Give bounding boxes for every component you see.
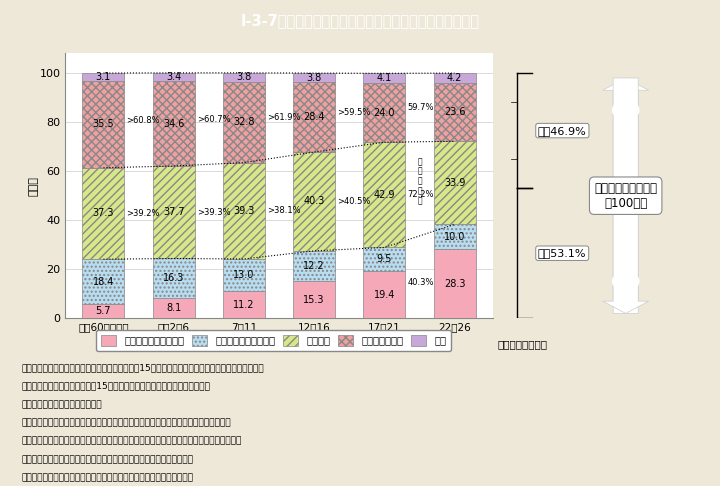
Text: 妎娋前から無職　　　－妎娋判明時無職～子供１歳時無職: 妎娋前から無職 －妎娋判明時無職～子供１歳時無職 xyxy=(22,473,193,483)
Bar xyxy=(153,166,194,259)
Text: 37.3: 37.3 xyxy=(93,208,114,219)
Text: 第１子出産前有職者
（100％）: 第１子出産前有職者 （100％） xyxy=(594,182,657,209)
Text: 37.7: 37.7 xyxy=(163,207,184,217)
Text: >39.3%: >39.3% xyxy=(197,208,230,217)
Text: （備考）１．国立社会保障・人口問題研究所「第15回出生動向基本調査（夫婦調査）」より作成。: （備考）１．国立社会保障・人口問題研究所「第15回出生動向基本調査（夫婦調査）」… xyxy=(22,364,264,372)
Bar xyxy=(433,249,476,318)
Text: 8.1: 8.1 xyxy=(166,303,181,313)
Text: >39.2%: >39.2% xyxy=(127,209,160,218)
Text: >38.1%: >38.1% xyxy=(267,206,301,215)
Text: >61.9%: >61.9% xyxy=(267,113,300,122)
Bar xyxy=(222,291,265,318)
Text: 3.1: 3.1 xyxy=(96,72,111,82)
FancyArrow shape xyxy=(603,78,649,313)
Bar xyxy=(364,247,405,271)
Text: 28.3: 28.3 xyxy=(444,278,465,289)
Bar xyxy=(222,163,265,259)
Text: 32.8: 32.8 xyxy=(233,118,255,127)
Text: 就業継続（育休なし）－妎娋判明時就業～育児休業取得なし～子供１歳時就業: 就業継続（育休なし）－妎娋判明時就業～育児休業取得なし～子供１歳時就業 xyxy=(22,437,242,446)
Text: 16.3: 16.3 xyxy=(163,274,184,283)
Text: 72.2%: 72.2% xyxy=(408,191,434,199)
Text: 42.9: 42.9 xyxy=(374,190,395,200)
Text: 就業継続（育休利用）－妎娋判明時就業～育児休業取得～子供１歳時就業: 就業継続（育休利用）－妎娋判明時就業～育児休業取得～子供１歳時就業 xyxy=(22,418,231,427)
Text: 23.6: 23.6 xyxy=(444,107,465,117)
Text: ２．第１子が１歳以上15歳未満の初婚どうしの夫婦について集計。: ２．第１子が１歳以上15歳未満の初婚どうしの夫婦について集計。 xyxy=(22,382,210,391)
Bar xyxy=(293,281,336,318)
Bar xyxy=(293,251,336,281)
Bar xyxy=(153,81,194,166)
Text: 15.3: 15.3 xyxy=(303,295,325,305)
Text: >40.5%: >40.5% xyxy=(337,197,371,206)
Bar xyxy=(82,168,125,259)
Text: 有聯53.1%: 有聯53.1% xyxy=(538,248,587,258)
Text: 13.0: 13.0 xyxy=(233,270,255,280)
Bar xyxy=(82,304,125,318)
Text: >60.7%: >60.7% xyxy=(197,115,230,124)
Text: 出
産
前
有
職: 出 産 前 有 職 xyxy=(417,157,422,205)
Text: 出産退職　　　　　　－妎娋判明時就業～子供１歳時無職: 出産退職 －妎娋判明時就業～子供１歳時無職 xyxy=(22,455,193,464)
Text: 3.8: 3.8 xyxy=(236,72,251,83)
Text: 40.3%: 40.3% xyxy=(408,278,434,287)
Text: （子供の出生年）: （子供の出生年） xyxy=(498,340,547,349)
FancyArrow shape xyxy=(603,78,649,313)
Bar xyxy=(293,152,336,251)
Text: 9.5: 9.5 xyxy=(377,254,392,264)
Bar xyxy=(222,259,265,291)
Text: ３．出産前後の就業経歴: ３．出産前後の就業経歴 xyxy=(22,400,102,409)
Text: 28.4: 28.4 xyxy=(303,112,325,122)
Bar xyxy=(364,142,405,247)
Bar xyxy=(293,73,336,83)
Bar xyxy=(153,259,194,298)
Bar xyxy=(222,73,265,82)
Bar xyxy=(82,73,125,81)
Text: 無聯46.9%: 無聯46.9% xyxy=(538,125,587,136)
Text: 4.2: 4.2 xyxy=(447,73,462,83)
Text: >60.8%: >60.8% xyxy=(127,116,161,125)
Bar xyxy=(153,298,194,318)
Bar xyxy=(433,225,476,249)
Bar xyxy=(364,271,405,318)
Bar xyxy=(433,73,476,84)
Y-axis label: （％）: （％） xyxy=(28,176,38,196)
Text: 40.3: 40.3 xyxy=(303,196,325,207)
Text: 18.4: 18.4 xyxy=(93,277,114,287)
Text: 35.5: 35.5 xyxy=(93,119,114,129)
Text: 24.0: 24.0 xyxy=(374,108,395,118)
Bar xyxy=(364,73,405,84)
Bar xyxy=(222,82,265,163)
Text: I-3-7図　子供の出生年別第１子出産前後の妻の就業経歴: I-3-7図 子供の出生年別第１子出産前後の妻の就業経歴 xyxy=(240,13,480,28)
Text: 59.7%: 59.7% xyxy=(408,104,434,112)
Text: 4.1: 4.1 xyxy=(377,73,392,84)
Text: 11.2: 11.2 xyxy=(233,299,255,310)
Text: 19.4: 19.4 xyxy=(374,290,395,299)
Text: 33.9: 33.9 xyxy=(444,178,465,188)
Text: >59.5%: >59.5% xyxy=(337,108,371,117)
Text: 12.2: 12.2 xyxy=(303,261,325,271)
Text: 3.4: 3.4 xyxy=(166,72,181,82)
Bar xyxy=(293,83,336,152)
Text: 5.7: 5.7 xyxy=(96,306,111,316)
Text: 34.6: 34.6 xyxy=(163,119,184,129)
Text: 10.0: 10.0 xyxy=(444,232,465,242)
Text: 3.8: 3.8 xyxy=(307,73,322,83)
Bar xyxy=(433,84,476,141)
Bar xyxy=(82,81,125,168)
Legend: 就業継続（育休利用）, 就業継続（育休なし）, 出産退職, 妎娋前から無職, 不詳: 就業継続（育休利用）, 就業継続（育休なし）, 出産退職, 妎娋前から無職, 不… xyxy=(96,330,451,351)
Bar xyxy=(433,141,476,225)
Bar xyxy=(82,259,125,304)
Bar xyxy=(153,73,194,81)
Bar xyxy=(364,84,405,142)
Text: 39.3: 39.3 xyxy=(233,206,255,216)
